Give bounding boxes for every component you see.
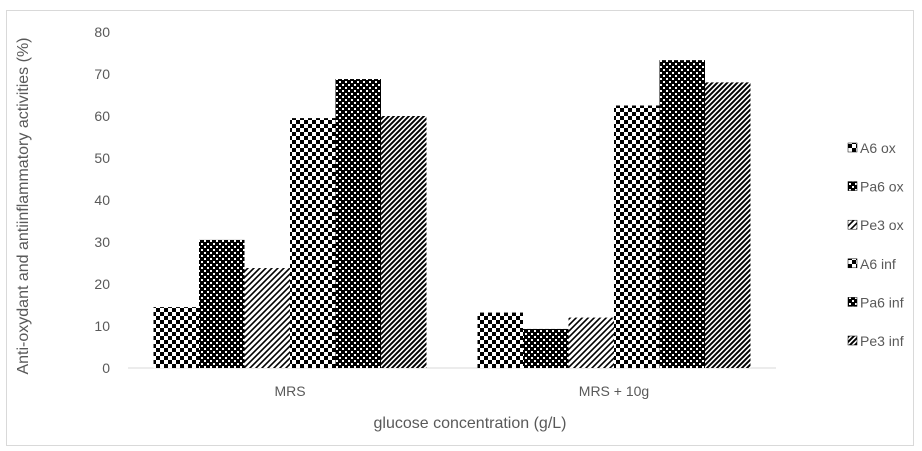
bar: [659, 60, 705, 368]
x-tick-label: MRS + 10g: [579, 383, 649, 399]
y-tick-labels: 0 10 20 30 40 50 60 70 80: [94, 24, 110, 376]
bar: [153, 307, 199, 368]
legend-swatch: [847, 297, 858, 307]
legend-swatch: [847, 335, 858, 346]
legend-swatch: [847, 181, 858, 191]
bar: [568, 317, 614, 368]
legend-label: Pa6 inf: [860, 294, 904, 310]
bars: [153, 60, 751, 369]
y-tick-label: 80: [94, 24, 110, 40]
chart-frame: [6, 10, 914, 446]
y-tick-label: 50: [94, 150, 110, 166]
y-tick-label: 30: [94, 234, 110, 250]
bar: [477, 312, 523, 368]
bar: [290, 118, 336, 368]
bar: [523, 328, 569, 368]
legend-label: A6 inf: [860, 256, 896, 272]
y-axis-title: Anti-oxydant and antiinflammatory activi…: [15, 37, 32, 374]
legend-label: Pa6 ox: [860, 179, 904, 195]
bar: [244, 268, 290, 368]
legend-label: Pe3 inf: [860, 333, 904, 349]
bar: [335, 79, 381, 368]
y-tick-label: 60: [94, 108, 110, 124]
legend-swatch: [847, 219, 858, 230]
bar: [199, 239, 245, 368]
bar: [381, 116, 427, 368]
y-tick-label: 10: [94, 318, 110, 334]
x-tick-labels: MRS MRS + 10g: [274, 383, 649, 399]
y-tick-label: 20: [94, 276, 110, 292]
legend: A6 ox Pa6 ox Pe3 ox A6 inf Pa6 inf Pe3 inf: [847, 140, 904, 349]
y-tick-label: 70: [94, 66, 110, 82]
legend-label: Pe3 ox: [860, 217, 904, 233]
x-tick-label: MRS: [274, 383, 305, 399]
y-tick-label: 40: [94, 192, 110, 208]
legend-swatch: [847, 142, 858, 153]
x-axis-title: glucose concentration (g/L): [374, 415, 567, 432]
legend-label: A6 ox: [860, 140, 896, 156]
y-tick-label: 0: [102, 360, 110, 376]
bar: [705, 82, 751, 369]
bar: [614, 105, 660, 368]
legend-swatch: [847, 258, 858, 269]
